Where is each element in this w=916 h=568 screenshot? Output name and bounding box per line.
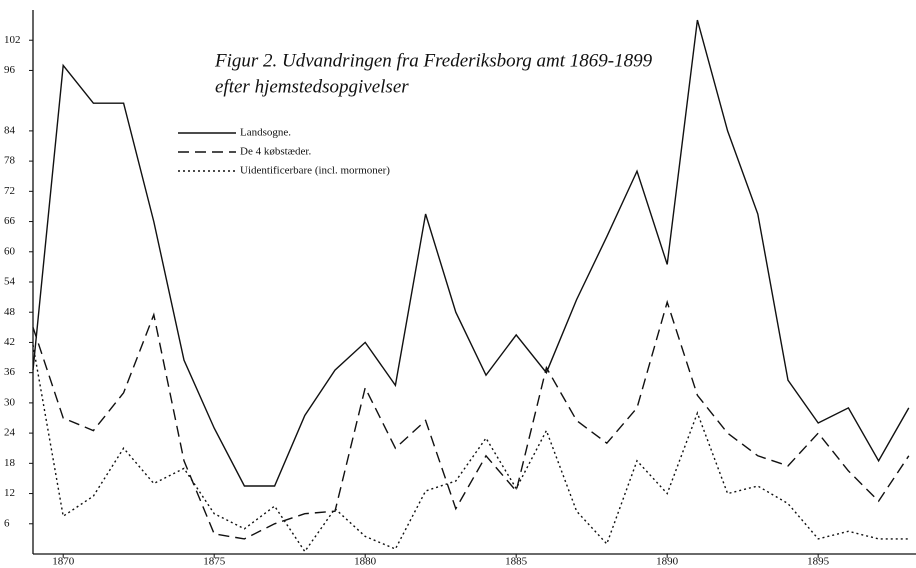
y-tick-label: 72 [4,185,15,197]
y-tick-label: 18 [4,457,16,469]
y-tick-label: 42 [4,336,15,348]
y-tick-label: 60 [4,245,16,257]
x-tick-label: 1885 [505,556,528,568]
y-tick-label: 30 [4,396,16,408]
y-tick-label: 102 [4,34,21,46]
series-line [32,344,909,553]
chart-subtitle: efter hjemstedsopgivelser [215,76,409,97]
series-line [32,299,910,540]
y-tick-label: 12 [4,487,15,499]
x-tick-label: 1880 [354,556,377,568]
series-line [32,19,910,487]
chart-title: Figur 2. Udvandringen fra Frederiksborg … [214,50,653,71]
y-tick-label: 54 [4,276,16,288]
y-tick-label: 96 [4,64,16,76]
x-tick-label: 1895 [807,556,830,568]
y-tick-label: 84 [4,124,16,136]
y-tick-label: 36 [4,366,16,378]
x-tick-label: 1890 [656,556,679,568]
y-tick-label: 24 [4,427,16,439]
legend-label: Uidentificerbare (incl. mormoner) [240,165,390,177]
legend-label: De 4 købstæder. [240,146,311,158]
y-tick-label: 6 [4,517,10,529]
y-tick-label: 66 [4,215,16,227]
x-tick-label: 1875 [203,556,226,568]
legend-label: Landsogne. [240,127,291,139]
y-tick-label: 48 [4,306,16,318]
y-tick-label: 78 [4,155,16,167]
x-tick-label: 1870 [52,556,75,568]
